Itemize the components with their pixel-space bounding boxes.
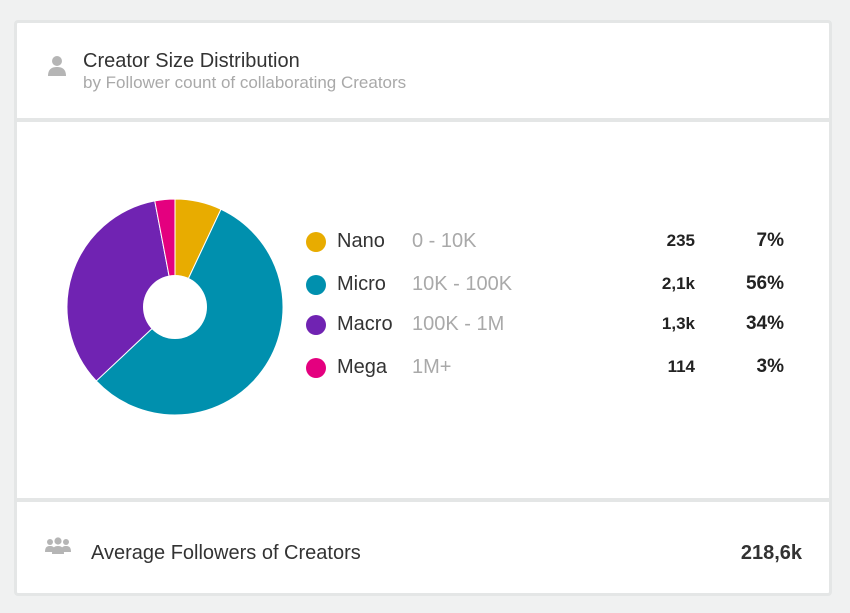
legend-range-mega: 1M+: [412, 356, 452, 378]
donut-hole: [143, 275, 207, 339]
legend-swatch-macro: [306, 315, 326, 335]
legend-row-macro[interactable]: Macro 100K - 1M 1,3k 34%: [17, 309, 817, 339]
card-title: Creator Size Distribution: [83, 50, 300, 72]
legend-count-nano: 235: [666, 231, 695, 250]
card-header: Creator Size Distribution by Follower co…: [17, 23, 829, 122]
pie-slice-macro[interactable]: [66, 200, 176, 382]
legend-count-macro: 1,3k: [661, 314, 695, 333]
legend-swatch-nano: [306, 232, 326, 252]
legend-range-macro: 100K - 1M: [412, 313, 505, 335]
legend-label-micro: Micro: [337, 273, 386, 295]
legend-percent-micro: 56%: [745, 273, 784, 294]
legend-range-micro: 10K - 100K: [412, 273, 513, 295]
user-icon: [48, 56, 66, 76]
legend-percent-nano: 7%: [756, 230, 784, 251]
legend-label-macro: Macro: [337, 313, 393, 335]
donut-chart: [66, 198, 284, 416]
legend-label-nano: Nano: [337, 230, 385, 252]
legend-percent-macro: 34%: [745, 313, 784, 334]
card-footer: Average Followers of Creators 218,6k: [17, 498, 829, 593]
legend-row-micro[interactable]: Micro 10K - 100K 2,1k 56%: [17, 269, 817, 299]
legend-count-mega: 114: [667, 357, 695, 376]
legend-percent-mega: 3%: [756, 356, 784, 377]
chart-section: Nano 0 - 10K 235 7% Micro 10K - 100K 2,1…: [17, 122, 829, 498]
legend-range-nano: 0 - 10K: [412, 230, 477, 252]
users-icon: [45, 537, 71, 554]
average-followers-label: Average Followers of Creators: [91, 542, 361, 564]
creator-size-card: Creator Size Distribution by Follower co…: [14, 20, 832, 596]
legend-label-mega: Mega: [337, 356, 388, 378]
card-subtitle: by Follower count of collaborating Creat…: [83, 73, 407, 92]
legend-swatch-mega: [306, 358, 326, 378]
average-followers-value: 218,6k: [740, 542, 802, 564]
legend-row-mega[interactable]: Mega 1M+ 114 3%: [17, 352, 817, 382]
legend-row-nano[interactable]: Nano 0 - 10K 235 7%: [17, 226, 817, 256]
legend-swatch-micro: [306, 275, 326, 295]
legend-count-micro: 2,1k: [661, 274, 695, 293]
